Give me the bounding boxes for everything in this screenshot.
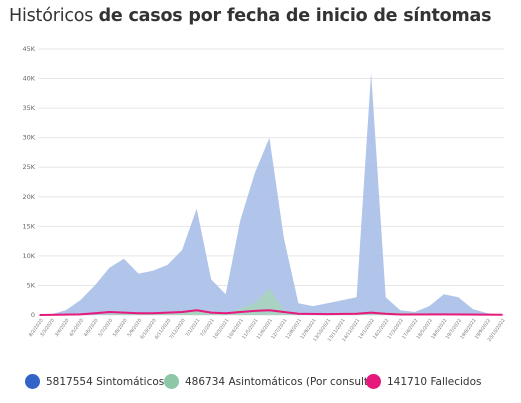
y-tick-label: 10K: [22, 252, 35, 260]
y-tick-label: 0: [31, 311, 35, 319]
y-tick-label: 15K: [22, 222, 35, 230]
x-tick-label: 4/6/2020: [83, 318, 100, 338]
data-point: [108, 311, 111, 313]
x-tick-label: 4/5/2020: [68, 318, 85, 338]
data-point: [39, 314, 41, 316]
data-point: [239, 311, 242, 313]
data-point: [283, 311, 285, 313]
data-point: [370, 311, 372, 314]
x-tick-label: 7/1/2021: [185, 318, 202, 338]
data-point: [326, 313, 329, 315]
legend-dot-asintomaticos: [164, 374, 179, 389]
x-axis-ticks: 8/2/20203/3/20203/4/20204/5/20204/6/2020…: [28, 318, 507, 343]
series-areas: [39, 72, 503, 316]
chart-title-bold: de casos por fecha de inicio de síntomas: [98, 6, 492, 26]
legend-item-fallecidos[interactable]: 141710 Fallecidos: [366, 374, 482, 389]
y-tick-label: 35K: [22, 104, 35, 112]
data-point: [254, 310, 256, 312]
data-point: [210, 311, 212, 314]
x-tick-label: 5/7/2020: [97, 318, 114, 338]
y-tick-label: 45K: [22, 45, 35, 53]
y-tick-label: 25K: [22, 163, 35, 171]
data-point: [137, 312, 140, 315]
legend-dot-fallecidos: [366, 374, 381, 389]
legend-label-sintomaticos: Sintomáticos: [96, 375, 165, 388]
x-tick-label: 5/8/2020: [112, 318, 129, 338]
legend-label-asintomaticos: Asintomáticos (Por consulta): [228, 375, 379, 388]
data-point: [166, 311, 169, 314]
data-point: [94, 312, 96, 315]
series-area-asintomaticos: [40, 288, 502, 315]
legend-count-sintomaticos: 5817554: [46, 375, 93, 388]
legend-count-fallecidos: 141710: [387, 375, 428, 388]
y-tick-label: 20K: [22, 193, 35, 201]
chart-title: Históricos de casos por fecha de inicio …: [9, 6, 492, 26]
data-point: [501, 314, 503, 316]
data-point: [384, 313, 387, 315]
x-tick-label: 3/4/2020: [54, 318, 71, 338]
data-point: [195, 309, 198, 312]
data-point: [224, 312, 227, 315]
legend-count-asintomaticos: 486734: [185, 375, 226, 388]
y-tick-label: 40K: [22, 75, 35, 83]
data-point: [181, 311, 183, 313]
y-axis-ticks: 0 5K 10K 15K 20K 25K 30K 35K 40K 45K: [22, 45, 35, 319]
legend-item-sintomaticos[interactable]: 5817554 Sintomáticos: [25, 374, 164, 389]
x-tick-label: 7/2/2021: [199, 318, 216, 338]
data-point: [355, 313, 358, 315]
data-point: [152, 312, 154, 315]
data-point: [443, 313, 445, 316]
series-lines: [39, 309, 503, 316]
legend-label-fallecidos: Fallecidos: [430, 375, 482, 388]
data-point: [399, 313, 402, 316]
data-point: [79, 313, 82, 316]
y-tick-label: 30K: [22, 134, 35, 142]
x-tick-label: 5/9/2020: [126, 318, 143, 338]
legend-dot-sintomaticos: [25, 374, 40, 389]
series-line-fallecidos: [39, 309, 503, 316]
series-area-sintomaticos: [40, 72, 502, 315]
y-tick-label: 5K: [27, 281, 36, 289]
data-point: [268, 309, 271, 312]
data-point: [297, 313, 300, 315]
legend-item-asintomaticos[interactable]: 486734 Asintomáticos (Por consulta): [164, 374, 379, 389]
data-point: [123, 311, 125, 314]
legend: 5817554 Sintomáticos 486734 Asintomático…: [0, 374, 521, 396]
chart-plot: 0 5K 10K 15K 20K 25K 30K 35K 40K 45K 8/2/20203/3/…: [22, 45, 507, 343]
chart-title-prefix: Históricos: [9, 6, 94, 26]
